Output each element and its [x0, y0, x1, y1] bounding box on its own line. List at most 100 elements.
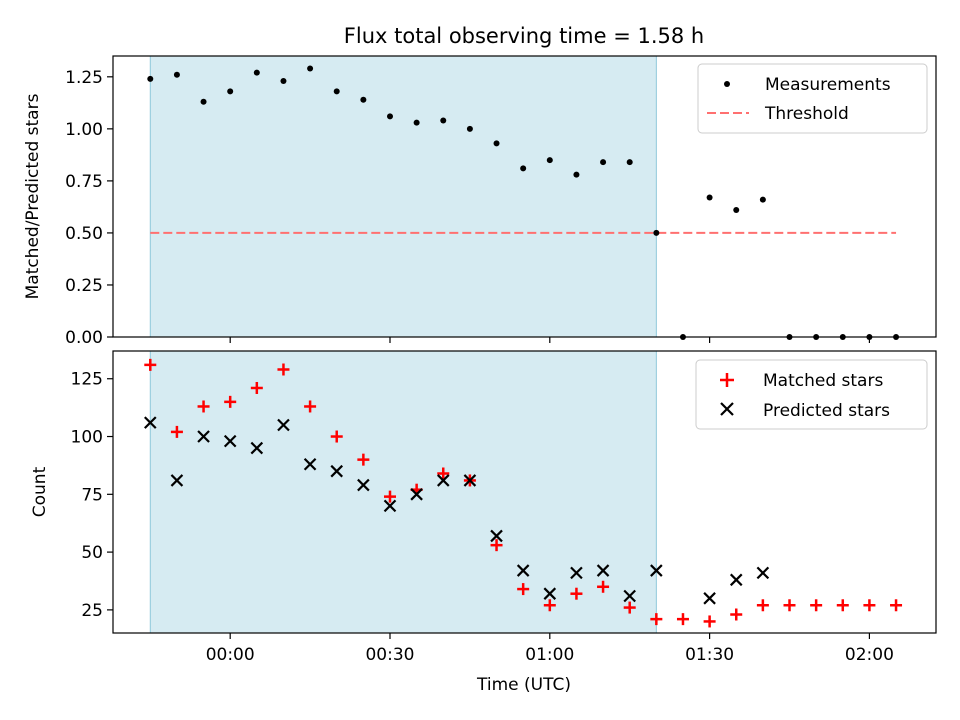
count-points — [144, 358, 903, 628]
top-y-ticks: 0.00 0.25 0.50 0.75 1.00 1.25 — [65, 68, 113, 348]
predicted-star-point — [436, 474, 450, 487]
matched-star-point — [543, 599, 556, 612]
matched-star-point — [810, 599, 823, 612]
legend-measurements-label: Measurements — [765, 75, 891, 95]
y-tick-label: 25 — [81, 601, 103, 621]
measurement-point — [360, 96, 367, 103]
y-tick-label: 75 — [81, 485, 103, 505]
predicted-star-point — [410, 488, 423, 501]
predicted-star-point — [170, 474, 184, 487]
x-tick-label: 01:30 — [685, 645, 734, 665]
measurement-point — [653, 229, 660, 236]
matched-star-point — [730, 608, 743, 621]
measurement-point — [706, 194, 713, 201]
predicted-star-point — [357, 478, 370, 492]
predicted-star-point — [250, 441, 264, 455]
predicted-star-point — [756, 566, 770, 580]
measurement-point — [626, 159, 633, 166]
predicted-star-point — [650, 564, 663, 577]
legend-predicted-marker — [720, 402, 734, 416]
top-y-axis-label: Matched/Predicted stars — [23, 93, 43, 299]
legend-matched-label: Matched stars — [763, 371, 883, 391]
matched-star-point — [676, 613, 689, 626]
x-tick-label: 01:00 — [525, 645, 574, 665]
matched-star-point — [863, 599, 876, 612]
predicted-star-point — [703, 592, 716, 605]
measurement-point — [466, 125, 473, 132]
top-legend-box — [697, 63, 928, 134]
measurement-point — [759, 196, 766, 203]
predicted-star-point — [330, 464, 344, 478]
matched-star-point — [623, 601, 636, 614]
matched-star-point — [357, 453, 370, 466]
matched-star-point — [277, 363, 290, 376]
bottom-panel: 25 50 75 100 125 00:00 00:30 01:00 01:30 02:00 C… — [30, 350, 937, 695]
top-x-ticks — [229, 337, 871, 343]
measurement-point — [546, 157, 553, 164]
predicted-star-point — [463, 474, 477, 487]
measurement-point — [333, 88, 340, 95]
matched-star-point — [330, 430, 343, 443]
matched-star-point — [490, 539, 503, 552]
matched-star-point — [144, 358, 157, 371]
measurement-point — [227, 88, 234, 95]
bottom-y-ticks: 25 50 75 100 125 — [71, 370, 113, 621]
legend-matched-marker — [720, 373, 734, 387]
bottom-y-axis-label: Count — [30, 466, 50, 517]
measurement-point — [573, 171, 580, 178]
predicted-star-point — [383, 499, 397, 513]
matched-star-point — [304, 400, 317, 413]
matched-star-point — [383, 490, 396, 503]
measurement-point — [200, 98, 207, 105]
matched-star-point — [836, 599, 849, 612]
legend-predicted-label: Predicted stars — [763, 401, 890, 421]
predicted-star-point — [197, 430, 210, 443]
bottom-legend-box — [695, 359, 928, 430]
x-tick-label: 02:00 — [845, 645, 894, 665]
measurement-point — [440, 117, 447, 124]
matched-star-point — [570, 587, 583, 600]
x-tick-label: 00:00 — [206, 645, 255, 665]
matched-star-point — [756, 599, 769, 612]
measurement-point — [520, 165, 527, 172]
y-tick-label: 0.50 — [65, 224, 103, 244]
y-tick-label: 50 — [81, 543, 103, 563]
predicted-star-point — [277, 418, 290, 432]
measurement-point — [493, 140, 500, 147]
top-shaded-interval — [149, 55, 657, 338]
predicted-star-point — [303, 457, 317, 471]
matched-star-point — [517, 583, 530, 596]
y-tick-label: 100 — [71, 428, 103, 448]
measurement-point — [413, 119, 420, 126]
x-axis-label: Time (UTC) — [476, 675, 571, 695]
y-tick-label: 125 — [71, 370, 103, 390]
y-tick-label: 1.00 — [65, 120, 103, 140]
bottom-x-ticks: 00:00 00:30 01:00 01:30 02:00 — [206, 633, 894, 665]
matched-star-point — [197, 400, 210, 413]
matched-star-point — [703, 615, 716, 628]
bottom-legend: Matched stars Predicted stars — [695, 359, 928, 430]
measurement-point — [280, 77, 287, 84]
predicted-star-point — [623, 589, 636, 603]
measurement-point — [173, 71, 180, 78]
matched-star-point — [783, 599, 796, 612]
top-panel: 0.00 0.25 0.50 0.75 1.00 1.25 Matched/Predict… — [23, 55, 937, 348]
x-tick-label: 00:30 — [365, 645, 414, 665]
measurement-points — [147, 65, 900, 340]
measurement-point — [386, 113, 393, 120]
chart-title: Flux total observing time = 1.58 h — [344, 24, 704, 48]
measurement-point — [147, 75, 154, 82]
measurement-point — [253, 69, 260, 76]
top-legend: Measurements Threshold — [697, 63, 928, 134]
matched-star-point — [890, 599, 903, 612]
measurement-point — [733, 207, 740, 214]
predicted-star-point — [223, 434, 237, 448]
legend-measurements-marker — [724, 81, 730, 87]
matched-star-point — [224, 395, 237, 408]
top-plot-frame — [112, 55, 937, 338]
bottom-plot-frame — [112, 350, 937, 634]
bottom-shaded-interval — [149, 350, 657, 634]
matched-star-point — [437, 467, 450, 480]
predicted-star-point — [570, 566, 583, 580]
